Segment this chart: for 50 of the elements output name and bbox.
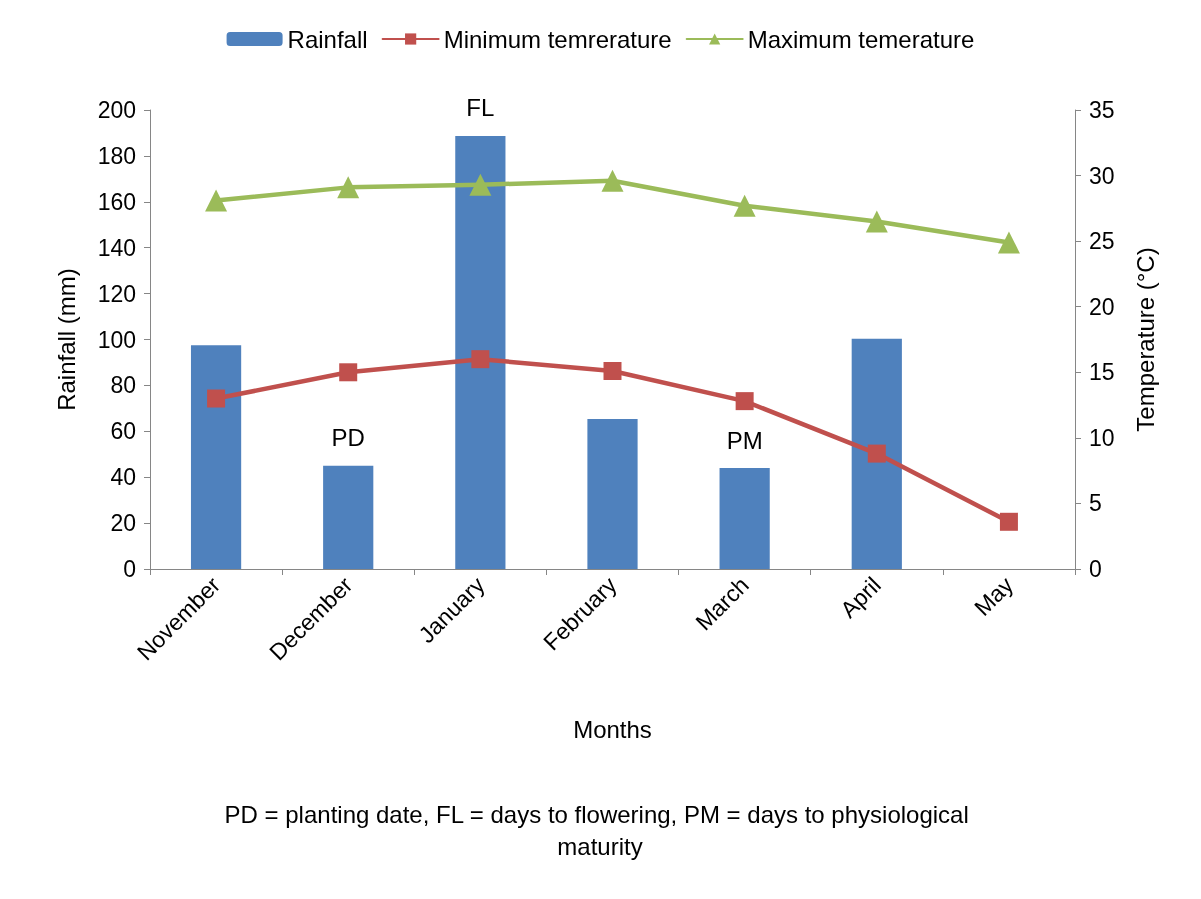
point xyxy=(601,169,624,192)
point xyxy=(865,210,888,233)
y2-tick-label: 15 xyxy=(1089,359,1115,386)
y2-tick-label: 0 xyxy=(1089,556,1102,582)
point xyxy=(733,194,756,217)
y2-tick-label: 30 xyxy=(1089,162,1115,189)
y2-tick-label: 35 xyxy=(1089,97,1115,123)
y2-tick-label: 20 xyxy=(1089,293,1115,320)
legend-label: Maximum temerature xyxy=(747,25,975,53)
y-tick-label: 100 xyxy=(97,326,136,353)
annotation: PD xyxy=(331,424,365,452)
x-tick-label: May xyxy=(969,571,1019,621)
point xyxy=(999,512,1018,531)
bar xyxy=(851,338,902,569)
legend-label: Minimum temrerature xyxy=(443,25,672,53)
annotation: PM xyxy=(726,426,763,454)
point xyxy=(207,389,226,408)
y-tick-label: 0 xyxy=(123,556,136,582)
x-axis-title: Months xyxy=(573,715,652,743)
y2-axis-title: Temperature (°C) xyxy=(1131,247,1159,432)
bar xyxy=(587,418,638,569)
y-axis-title: Rainfall (mm) xyxy=(52,268,80,411)
bar xyxy=(323,465,374,569)
point xyxy=(603,361,622,380)
point xyxy=(469,173,492,196)
y-tick-label: 120 xyxy=(97,280,136,307)
y2-tick-label: 10 xyxy=(1089,424,1115,451)
y2-tick-label: 5 xyxy=(1089,490,1102,517)
y-tick-label: 200 xyxy=(97,97,136,123)
legend-label: Rainfall xyxy=(287,25,368,53)
y-tick-label: 80 xyxy=(110,372,136,399)
point xyxy=(205,189,228,212)
point xyxy=(997,231,1020,254)
text: PD = planting date, FL = days to flowering, PM = days to physiological maturity xyxy=(224,800,976,860)
point xyxy=(867,444,886,463)
y2-tick-label: 25 xyxy=(1089,228,1115,255)
point xyxy=(337,176,360,199)
y-tick-label: 140 xyxy=(97,234,136,261)
point xyxy=(735,392,754,411)
annotation: FL xyxy=(466,94,495,122)
point xyxy=(339,363,358,382)
bar xyxy=(190,345,242,569)
y-tick-label: 180 xyxy=(97,142,136,169)
y-tick-label: 60 xyxy=(110,418,136,445)
point xyxy=(471,350,490,369)
y-tick-label: 160 xyxy=(97,188,136,215)
y-tick-label: 40 xyxy=(110,464,136,491)
y-tick-label: 20 xyxy=(110,510,136,537)
bar xyxy=(455,135,506,569)
bar xyxy=(719,468,770,569)
